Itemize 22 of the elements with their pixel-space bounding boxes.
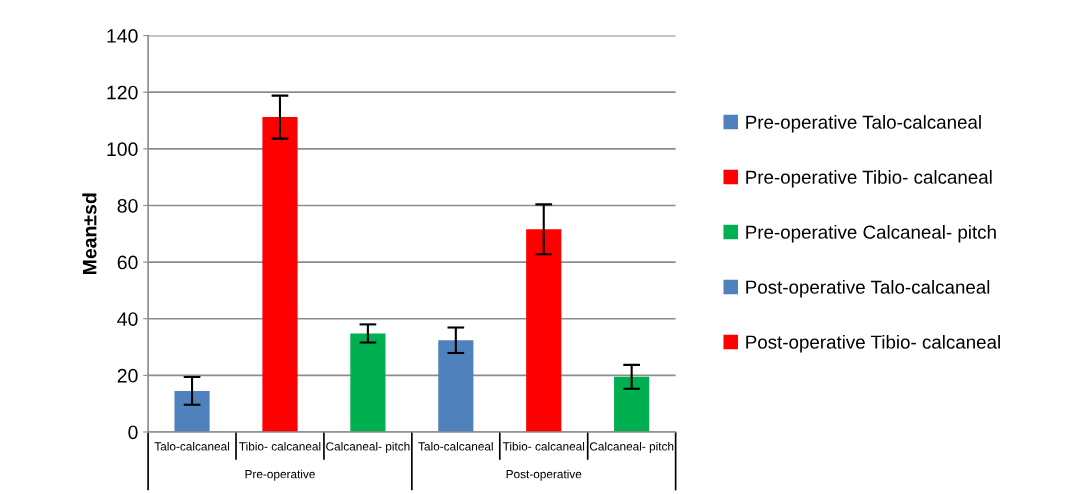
legend-label: Post-operative Tibio- calcaneal bbox=[746, 335, 1000, 353]
text: Post-operative bbox=[506, 469, 582, 481]
text: Pre-operative bbox=[245, 469, 315, 481]
x-tick-label: Talo-calcaneal bbox=[154, 441, 229, 451]
y-tick-label: 140 bbox=[107, 29, 138, 43]
y-tick-label: 20 bbox=[117, 368, 138, 383]
y-tick-label: 60 bbox=[117, 255, 138, 270]
x-tick-label: Tibio- calcaneal bbox=[239, 441, 321, 451]
y-tick-label: 120 bbox=[107, 85, 138, 100]
y-tick-label: 100 bbox=[107, 142, 138, 157]
legend-label: Pre-operative Tibio- calcaneal bbox=[746, 170, 992, 188]
x-tick-label: Calcaneal- pitch bbox=[589, 441, 674, 453]
x-tick-label: Talo-calcaneal bbox=[418, 441, 493, 451]
x-tick-label: Tibio- calcaneal bbox=[502, 441, 585, 451]
legend-label: Post-operative Talo-calcaneal bbox=[746, 280, 990, 298]
y-tick-label: 0 bbox=[128, 425, 138, 440]
legend-label: Pre-operative Talo-calcaneal bbox=[746, 115, 981, 133]
y-tick-label: 40 bbox=[117, 312, 138, 326]
y-axis-title: Mean±sd bbox=[82, 193, 97, 275]
y-tick-label: 80 bbox=[117, 198, 138, 213]
x-tick-label: Calcaneal- pitch bbox=[326, 441, 410, 453]
legend-label: Pre-operative Calcaneal- pitch bbox=[746, 225, 996, 243]
